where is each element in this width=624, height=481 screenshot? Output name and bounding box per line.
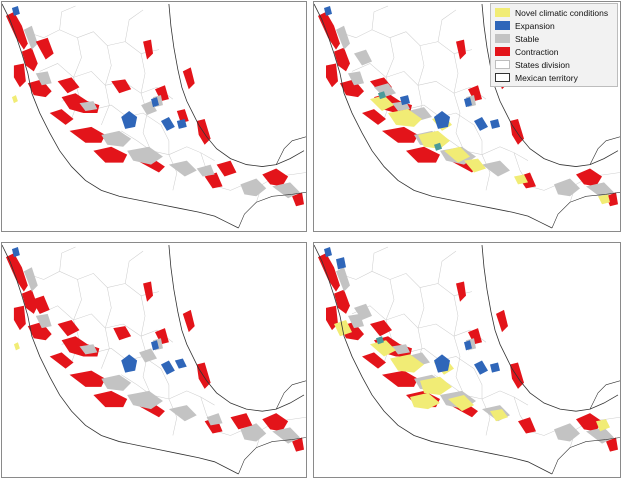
- red-swatch-icon: [495, 47, 510, 56]
- map-top-left: [2, 3, 306, 229]
- legend-label: Stable: [515, 33, 540, 44]
- map-bottom-right: [314, 244, 620, 475]
- legend-label: Expansion: [515, 20, 555, 31]
- legend-item-contraction: Contraction: [495, 45, 613, 58]
- legend-item-states-division: States division: [495, 58, 613, 71]
- legend-item-novel: Novel climatic conditions: [495, 6, 613, 19]
- yellow-swatch-icon: [495, 8, 510, 17]
- legend-item-mexican-territory: Mexican territory: [495, 71, 613, 84]
- map-top-right: [314, 3, 620, 229]
- legend-label: Novel climatic conditions: [515, 7, 609, 18]
- map-bottom-left: [2, 244, 306, 475]
- legend-item-stable: Stable: [495, 32, 613, 45]
- blue-swatch-icon: [495, 21, 510, 30]
- outline-swatch-icon: [495, 60, 510, 69]
- gray-swatch-icon: [495, 34, 510, 43]
- legend-item-expansion: Expansion: [495, 19, 613, 32]
- map-panel-bottom-left: [1, 242, 307, 478]
- map-panel-top-left: [1, 1, 307, 232]
- legend-label: States division: [515, 59, 570, 70]
- outline-swatch-icon: [495, 73, 510, 82]
- legend-label: Contraction: [515, 46, 559, 57]
- legend-label: Mexican territory: [515, 72, 578, 83]
- map-panel-bottom-right: [313, 242, 621, 478]
- map-legend: Novel climatic conditions Expansion Stab…: [490, 3, 618, 87]
